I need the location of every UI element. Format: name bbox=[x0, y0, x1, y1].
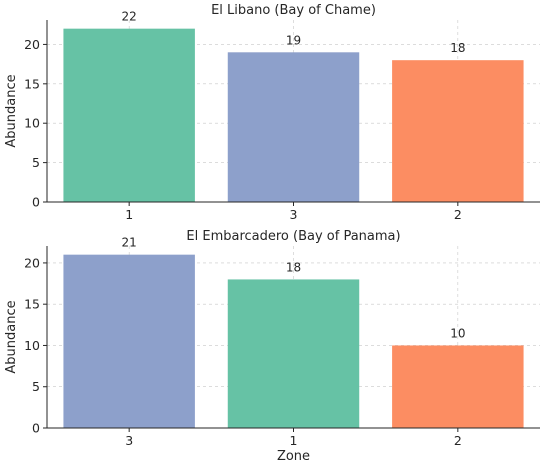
bar-zone-3 bbox=[63, 254, 195, 428]
x-tick-label: 3 bbox=[290, 207, 298, 222]
bar-zone-2 bbox=[392, 345, 524, 428]
x-tick-label: 1 bbox=[125, 207, 133, 222]
bar-value-label: 19 bbox=[286, 33, 301, 47]
chart-panel-2: El Embarcadero (Bay of Panama)0510152021… bbox=[4, 229, 540, 464]
x-tick-label: 3 bbox=[125, 433, 133, 448]
y-tick-label: 10 bbox=[24, 338, 40, 353]
x-tick-label: 2 bbox=[454, 207, 462, 222]
chart-title: El Embarcadero (Bay of Panama) bbox=[186, 229, 400, 244]
y-tick-label: 0 bbox=[32, 195, 40, 210]
y-tick-label: 0 bbox=[32, 421, 40, 436]
x-tick-label: 2 bbox=[454, 433, 462, 448]
bar-value-label: 18 bbox=[286, 260, 301, 274]
bar-zone-1 bbox=[63, 28, 195, 202]
bar-value-label: 22 bbox=[122, 10, 137, 24]
y-axis-label: Abundance bbox=[4, 74, 19, 147]
y-tick-label: 20 bbox=[24, 255, 40, 270]
y-tick-label: 15 bbox=[24, 297, 40, 312]
bar-zone-3 bbox=[227, 52, 360, 202]
bar-value-label: 10 bbox=[450, 326, 465, 340]
bar-value-label: 18 bbox=[450, 41, 465, 55]
x-tick-label: 1 bbox=[290, 433, 298, 448]
chart-title: El Libano (Bay of Chame) bbox=[211, 3, 376, 18]
y-tick-label: 5 bbox=[32, 155, 40, 170]
x-axis-label: Zone bbox=[277, 449, 310, 464]
y-tick-label: 10 bbox=[24, 116, 40, 131]
bar-value-label: 21 bbox=[122, 236, 137, 250]
y-tick-label: 20 bbox=[24, 37, 40, 52]
y-tick-label: 15 bbox=[24, 76, 40, 91]
y-tick-label: 5 bbox=[32, 379, 40, 394]
chart-panel-1: El Libano (Bay of Chame) 0 5 10 15 20 22 1 19 3 18… bbox=[4, 3, 540, 222]
y-axis-label: Abundance bbox=[4, 300, 19, 373]
bar-zone-2 bbox=[392, 60, 524, 202]
bar-zone-1 bbox=[227, 279, 360, 428]
